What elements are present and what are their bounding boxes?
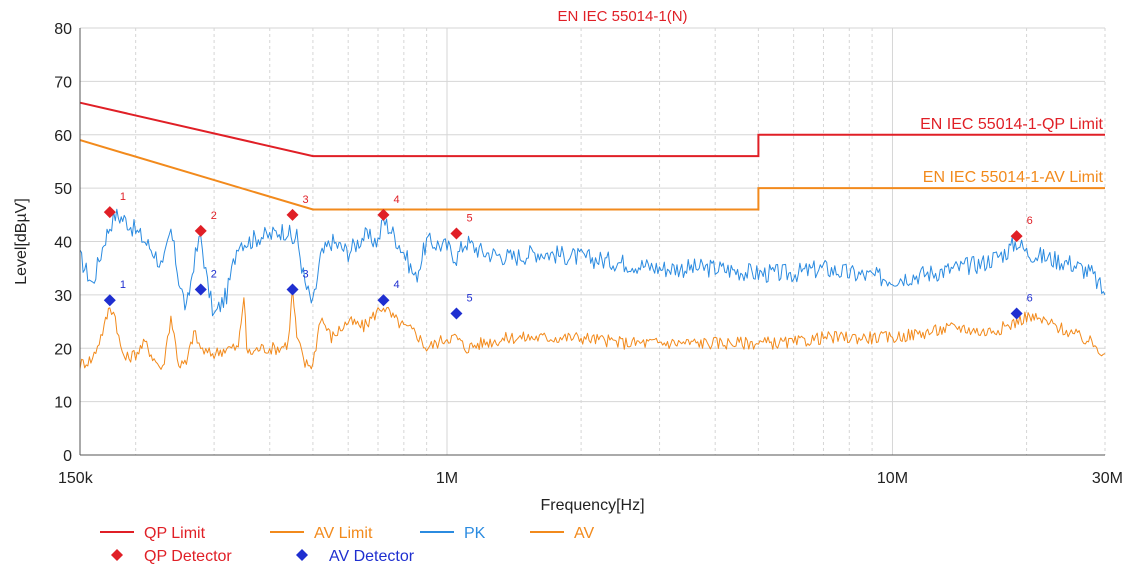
y-tick-label: 60 xyxy=(54,128,72,145)
x-tick-label: 10M xyxy=(877,470,908,487)
limit-line-av-limit xyxy=(79,139,1105,211)
y-tick-label: 0 xyxy=(63,448,72,465)
av-detector-marker xyxy=(286,283,299,296)
chart-title: EN IEC 55014-1(N) xyxy=(557,8,687,25)
legend-swatch xyxy=(111,549,123,561)
legend-label: QP Detector xyxy=(144,548,232,565)
y-tick-label: 20 xyxy=(54,341,72,358)
series-line-av xyxy=(79,287,1106,370)
marker-label: 3 xyxy=(303,194,309,206)
series-line-pk xyxy=(79,208,1106,317)
legend-label: AV Detector xyxy=(329,548,415,565)
marker-label: 1 xyxy=(120,279,126,291)
legend: QP Limit AV Limit PK AV QP Detector AV Detect… xyxy=(100,525,594,565)
marker-label: 4 xyxy=(393,194,399,206)
y-tick-label: 80 xyxy=(54,21,72,38)
axes: 0 10 20 30 40 50 60 70 80 150k 1M 10M 30M EN IEC 5501… xyxy=(13,8,1123,514)
qp-detector-marker xyxy=(450,227,463,240)
av-detector-marker xyxy=(1010,307,1023,320)
detector-markers: 1 2 3 4 5 6 1 2 3 4 5 6 xyxy=(103,191,1033,320)
limit-line-qp-limit xyxy=(79,101,1105,158)
qp-detector-marker xyxy=(286,208,299,221)
qp-detector-marker xyxy=(1010,230,1023,243)
av-detector-marker xyxy=(377,294,390,307)
y-tick-label: 30 xyxy=(54,288,72,305)
legend-label: AV xyxy=(574,525,594,542)
qp-detector-marker xyxy=(103,206,116,219)
limit-annotation: EN IEC 55014-1-QP Limit xyxy=(920,116,1103,133)
marker-label: 4 xyxy=(393,279,399,291)
legend-label: QP Limit xyxy=(144,525,206,542)
limit-lines: EN IEC 55014-1-QP Limit EN IEC 55014-1-AV… xyxy=(79,101,1105,211)
y-tick-label: 50 xyxy=(54,181,72,198)
limit-annotation: EN IEC 55014-1-AV Limit xyxy=(923,169,1104,186)
x-tick-label: 1M xyxy=(436,470,458,487)
marker-label: 6 xyxy=(1027,215,1033,227)
x-tick-label: 150k xyxy=(58,470,94,487)
qp-detector-marker xyxy=(194,224,207,237)
marker-label: 3 xyxy=(303,269,309,281)
marker-label: 2 xyxy=(211,269,217,281)
x-axis-label: Frequency[Hz] xyxy=(540,497,644,514)
series-lines xyxy=(79,208,1106,370)
av-detector-marker xyxy=(194,283,207,296)
av-detector-marker xyxy=(450,307,463,320)
marker-label: 1 xyxy=(120,191,126,203)
legend-label: AV Limit xyxy=(314,525,373,542)
marker-label: 5 xyxy=(466,212,472,224)
marker-label: 6 xyxy=(1027,293,1033,305)
y-tick-label: 10 xyxy=(54,395,72,412)
grid xyxy=(80,27,1106,456)
y-tick-label: 70 xyxy=(54,74,72,91)
marker-label: 2 xyxy=(211,210,217,222)
x-tick-label: 30M xyxy=(1092,470,1123,487)
legend-label: PK xyxy=(464,525,486,542)
legend-swatch xyxy=(296,549,308,561)
y-axis-label: Level[dBµV] xyxy=(13,198,30,285)
y-tick-label: 40 xyxy=(54,235,72,252)
marker-label: 5 xyxy=(466,293,472,305)
qp-detector-marker xyxy=(377,208,390,221)
av-detector-marker xyxy=(103,294,116,307)
